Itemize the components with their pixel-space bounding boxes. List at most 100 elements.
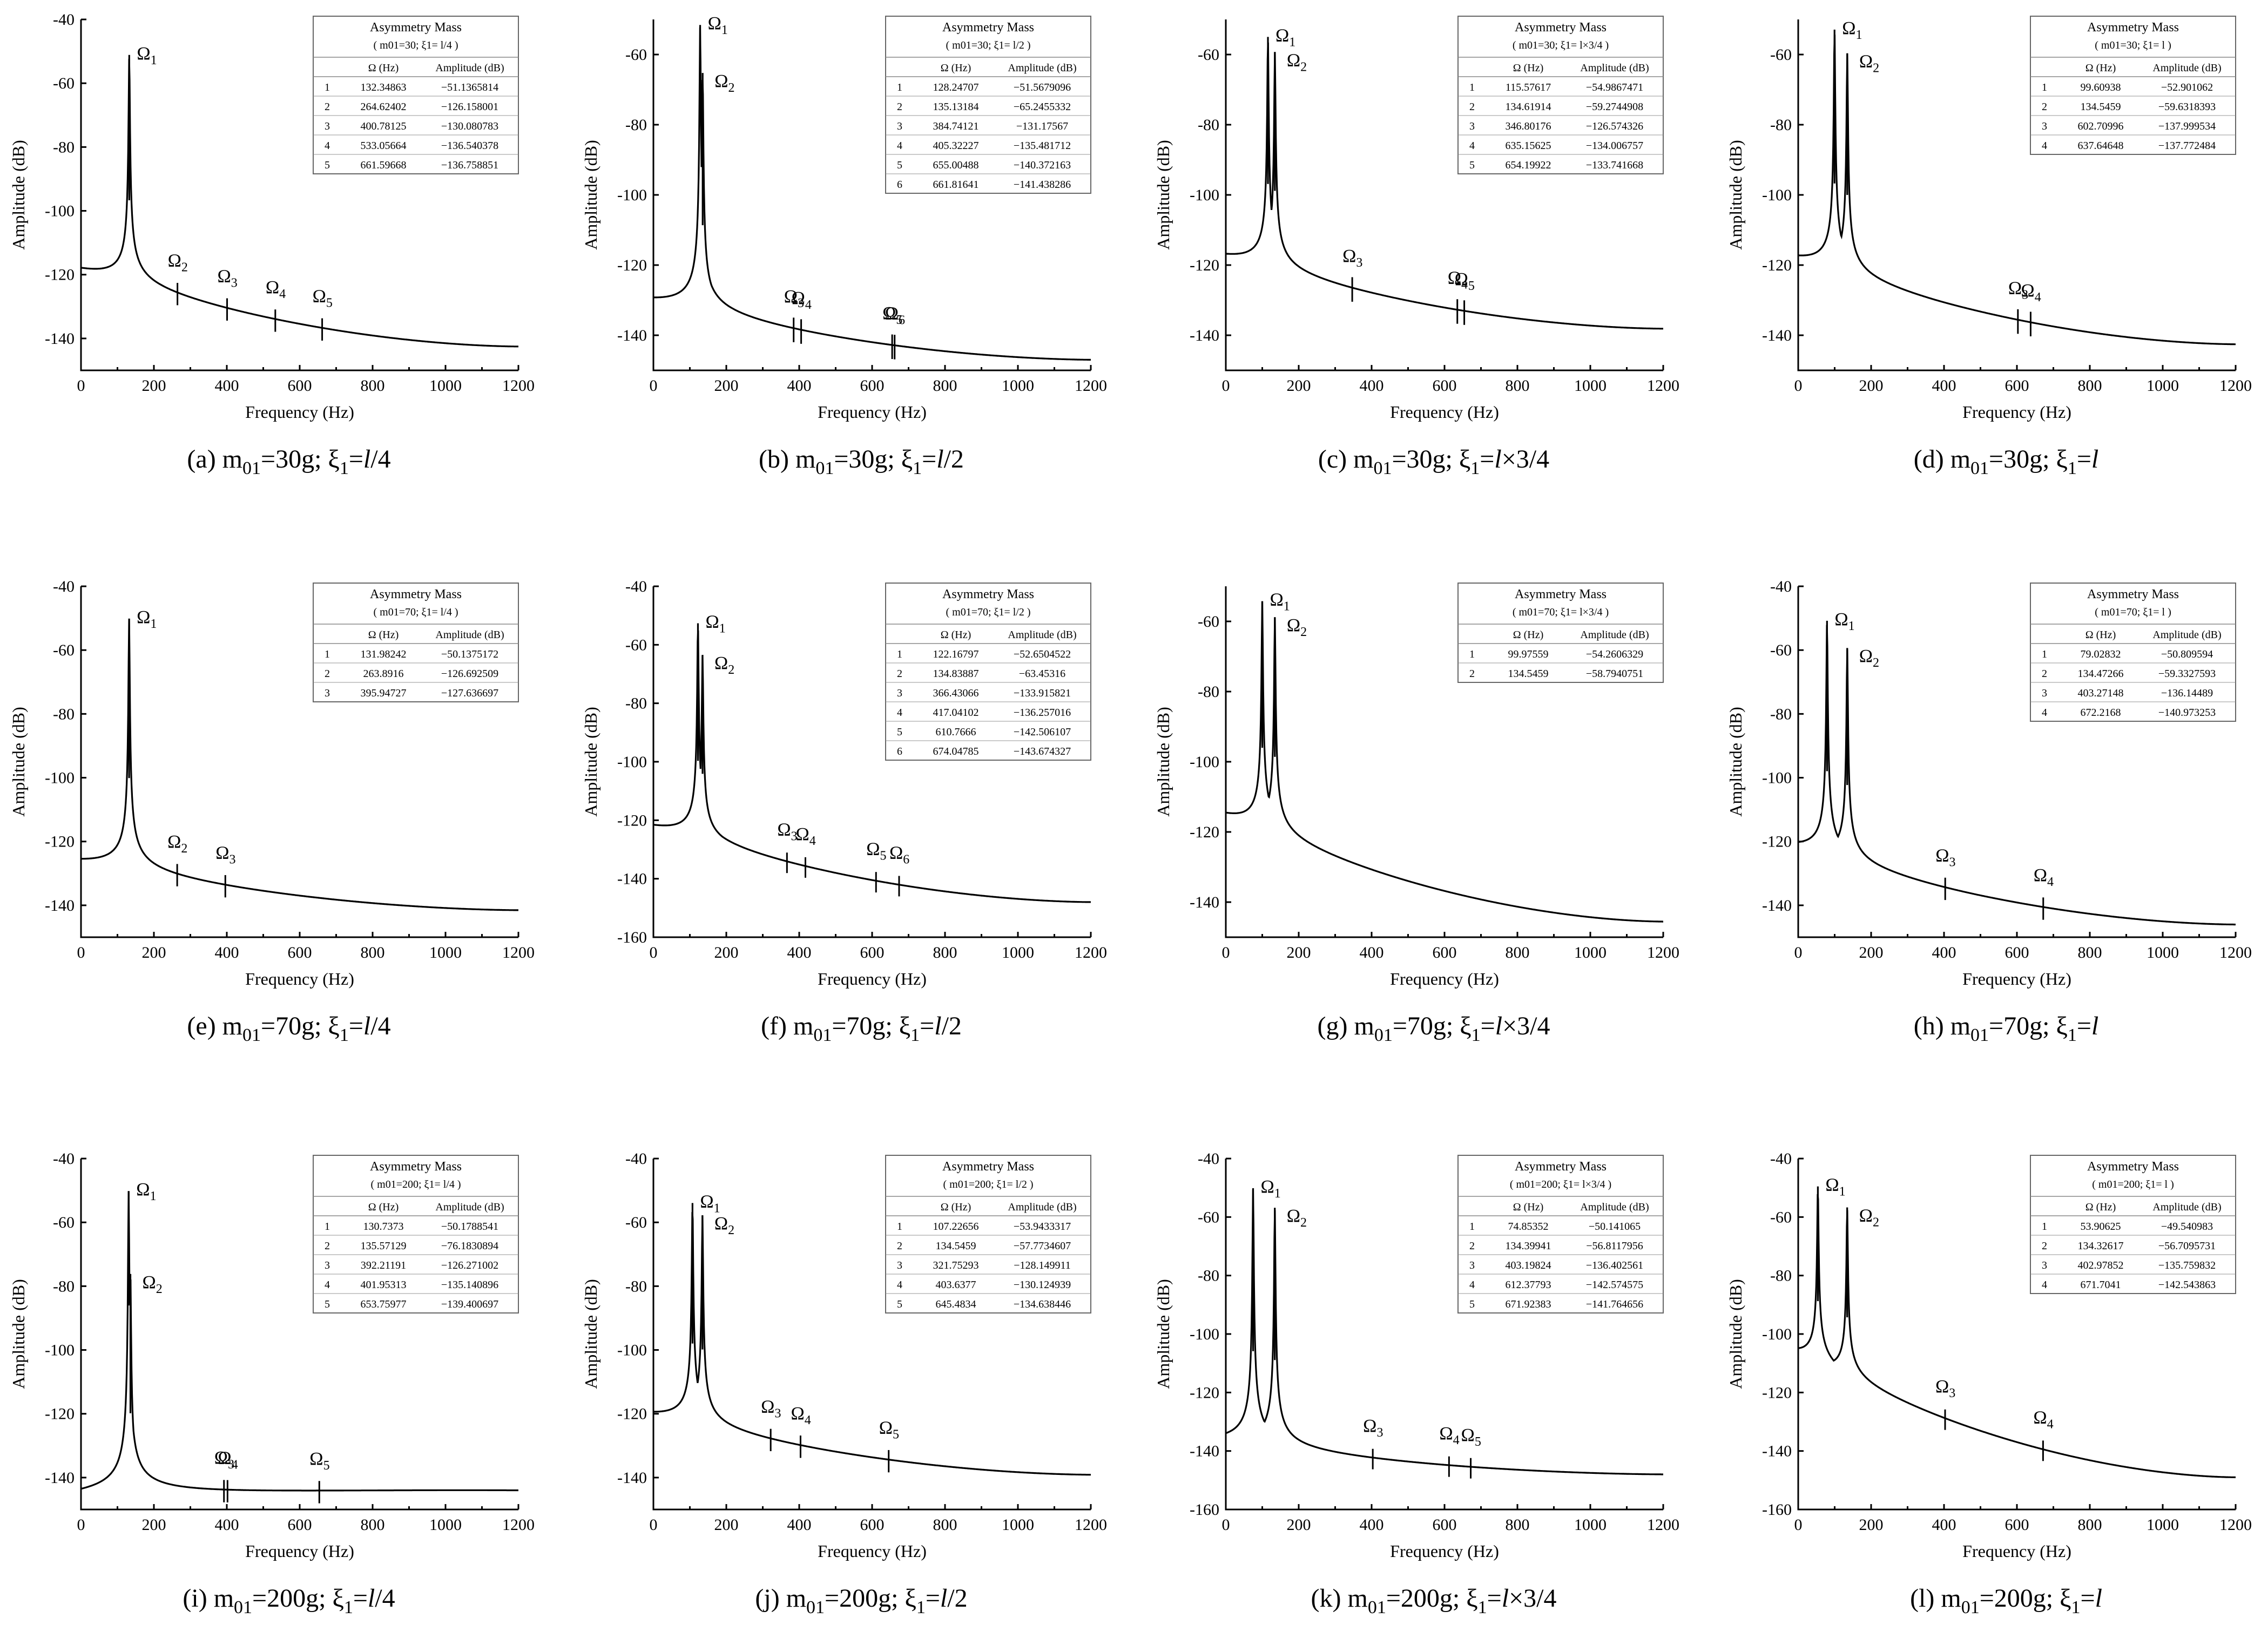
x-tick-label: 0 — [650, 377, 658, 395]
x-tick-label: 1200 — [502, 377, 535, 395]
legend-row-amplitude: −54.9867471 — [1586, 82, 1643, 93]
legend-row-index: 4 — [1469, 1279, 1475, 1291]
legend-box — [1457, 16, 1664, 174]
y-tick-label: -140 — [45, 330, 75, 348]
legend-row-omega: 654.19922 — [1506, 159, 1551, 171]
legend-row-index: 2 — [1469, 668, 1475, 680]
peak-label: Ω3 — [1363, 1416, 1383, 1440]
x-tick-label: 400 — [215, 1516, 239, 1534]
y-tick-label: -100 — [1762, 1325, 1792, 1343]
legend-subtitle: ( m01=200; ξ1= l ) — [2092, 1179, 2174, 1190]
legend-col-amplitude: Amplitude (dB) — [1008, 629, 1076, 641]
y-tick-label: -80 — [1770, 705, 1792, 723]
legend-subtitle: ( m01=30; ξ1= l ) — [2095, 39, 2171, 51]
peak-label: Ω5 — [866, 839, 886, 863]
x-tick-label: 800 — [361, 944, 385, 962]
y-tick-label: -140 — [617, 1469, 647, 1487]
legend-row-amplitude: −133.915821 — [1014, 687, 1071, 699]
y-tick-label: -60 — [1770, 641, 1792, 659]
legend-col-amplitude: Amplitude (dB) — [1008, 62, 1076, 74]
legend-row-index: 3 — [897, 687, 902, 699]
peak-label: Ω4 — [796, 824, 816, 848]
x-tick-label: 600 — [860, 1516, 885, 1534]
x-tick-label: 600 — [2005, 377, 2029, 395]
legend-row-index: 5 — [897, 159, 902, 171]
legend-row-amplitude: −126.692509 — [441, 668, 498, 680]
y-tick-label: -60 — [1198, 1208, 1219, 1226]
legend-col-omega: Ω (Hz) — [941, 1201, 971, 1213]
x-tick-label: 800 — [361, 1516, 385, 1534]
legend-row-omega: 612.37793 — [1506, 1279, 1551, 1291]
x-tick-label: 1000 — [1574, 1516, 1607, 1534]
y-tick-label: -80 — [1198, 683, 1219, 701]
legend-row-amplitude: −127.636697 — [441, 687, 498, 699]
peak-label: Ω4 — [792, 288, 812, 312]
legend-row-amplitude: −136.257016 — [1014, 707, 1071, 719]
legend-table: Asymmetry Mass ( m01=200; ξ1= l/4 ) Ω (Hz)… — [313, 1155, 519, 1314]
peak-label: Ω1 — [136, 1180, 156, 1203]
legend-row-amplitude: −59.2744908 — [1586, 101, 1643, 113]
legend-row-omega: 107.22656 — [933, 1221, 979, 1233]
y-tick-label: -80 — [53, 1277, 75, 1295]
x-tick-label: 0 — [650, 944, 658, 962]
x-tick-label: 1200 — [502, 944, 535, 962]
legend-title: Asymmetry Mass — [942, 1160, 1034, 1174]
x-tick-label: 0 — [1222, 944, 1230, 962]
x-tick-label: 200 — [714, 1516, 739, 1534]
x-tick-label: 200 — [714, 377, 739, 395]
legend-row-amplitude: −50.141065 — [1589, 1221, 1641, 1233]
y-tick-label: -100 — [1762, 769, 1792, 787]
legend-subtitle: ( m01=30; ξ1= l×3/4 ) — [1513, 39, 1609, 51]
series-line — [81, 58, 518, 348]
y-tick-label: -40 — [1770, 578, 1792, 595]
y-axis-label: Amplitude (dB) — [581, 140, 600, 250]
legend-row-amplitude: −142.543863 — [2158, 1279, 2216, 1291]
legend-row-index: 1 — [2042, 1221, 2047, 1233]
legend-row-amplitude: −50.1375172 — [441, 648, 498, 660]
legend-row-omega: 134.47266 — [2078, 668, 2124, 680]
legend-row-amplitude: −65.2455332 — [1014, 101, 1071, 113]
legend-row-index: 1 — [1469, 1221, 1475, 1233]
x-tick-label: 0 — [1794, 1516, 1803, 1534]
legend-row-omega: 79.02832 — [2081, 648, 2121, 660]
x-tick-label: 600 — [1433, 944, 1457, 962]
legend-row-index: 1 — [897, 648, 902, 660]
legend-subtitle: ( m01=30; ξ1= l/4 ) — [373, 39, 458, 51]
x-tick-label: 200 — [1859, 1516, 1884, 1534]
legend-row-amplitude: −136.14489 — [2161, 687, 2213, 699]
legend-row-amplitude: −136.540378 — [441, 140, 498, 152]
peak-label: Ω4 — [791, 1404, 811, 1427]
legend-row-amplitude: −137.772484 — [2158, 140, 2216, 152]
peak-label: Ω5 — [1461, 1425, 1481, 1449]
x-tick-label: 1000 — [2147, 377, 2179, 395]
y-axis-label: Amplitude (dB) — [9, 1279, 28, 1389]
y-tick-label: -40 — [53, 1150, 75, 1168]
legend-row-index: 3 — [2042, 687, 2047, 699]
y-tick-label: -60 — [625, 636, 647, 654]
y-tick-label: -80 — [1198, 116, 1219, 134]
legend-row-omega: 132.34863 — [361, 82, 407, 93]
peak-label: Ω2 — [714, 1214, 734, 1237]
x-tick-label: 400 — [1932, 377, 1956, 395]
y-tick-label: -120 — [1762, 833, 1792, 851]
legend-row-amplitude: −134.638446 — [1014, 1298, 1071, 1310]
legend-box — [885, 16, 1091, 194]
legend-table: Asymmetry Mass ( m01=200; ξ1= l/2 ) Ω (Hz)… — [885, 1155, 1091, 1314]
peak-label: Ω2 — [714, 653, 734, 677]
y-tick-label: -100 — [1762, 186, 1792, 204]
legend-box — [885, 583, 1091, 761]
peak-label: Ω3 — [218, 266, 238, 290]
legend-row-index: 4 — [2042, 707, 2047, 719]
legend-row-omega: 661.81641 — [933, 179, 979, 191]
y-tick-label: -120 — [617, 811, 647, 829]
legend-row-index: 5 — [325, 1298, 330, 1310]
y-tick-label: -40 — [53, 11, 75, 29]
x-tick-label: 200 — [142, 377, 166, 395]
legend-title: Asymmetry Mass — [942, 587, 1034, 601]
x-tick-label: 400 — [1360, 1516, 1384, 1534]
legend-row-omega: 384.74121 — [933, 120, 979, 132]
legend-row-index: 6 — [897, 179, 902, 191]
legend-row-omega: 134.32617 — [2078, 1240, 2124, 1252]
legend-box — [313, 1155, 519, 1314]
x-tick-label: 1200 — [1647, 944, 1679, 962]
